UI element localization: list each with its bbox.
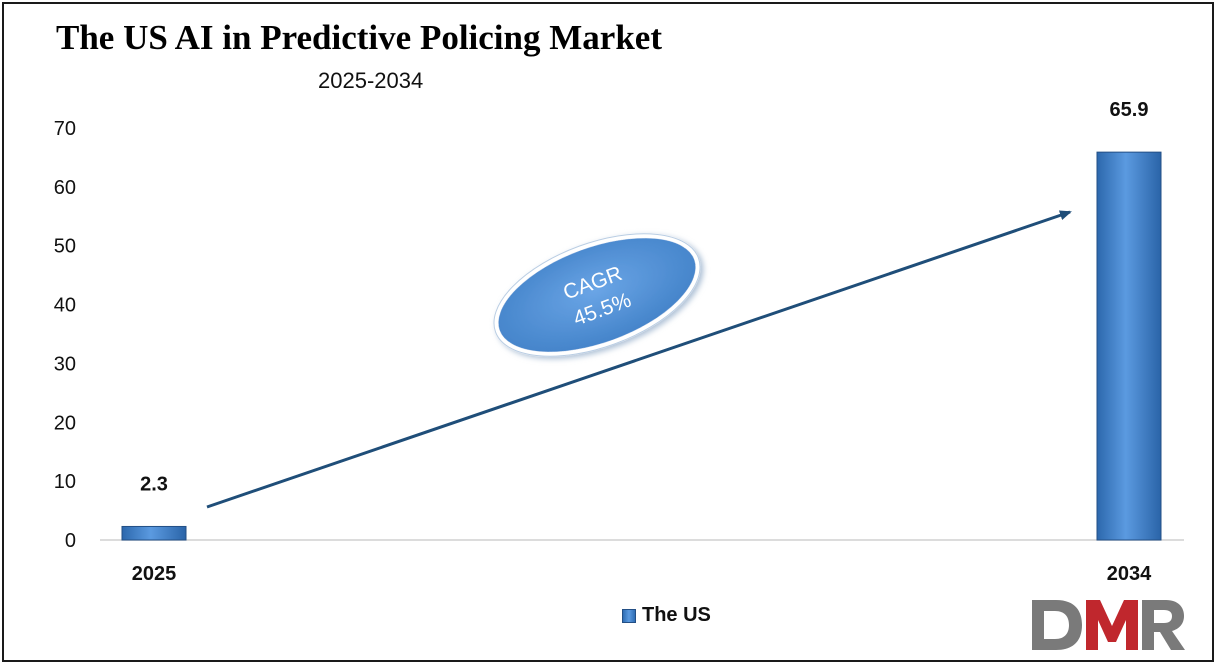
bar-2025 [121,525,187,541]
growth-arrow [206,210,1072,509]
legend: The US [622,604,711,627]
y-tick-label: 50 [54,236,76,258]
y-tick-label: 0 [65,530,76,552]
y-tick-label: 60 [54,177,76,199]
y-tick-label: 40 [54,295,76,317]
y-tick-label: 20 [54,412,76,434]
y-tick-label: 70 [54,118,76,140]
y-tick-label: 10 [54,471,76,493]
cagr-ellipse [493,233,701,357]
y-tick-label: 30 [54,353,76,375]
chart-title: The US AI in Predictive Policing Market [56,18,662,57]
dmr-logo [1032,600,1185,650]
x-tick-label-2034: 2034 [1107,563,1152,585]
x-tick-label-2025: 2025 [132,563,177,585]
data-label-2025: 2.3 [140,473,168,495]
legend-label-the-us: The US [642,604,711,626]
bar-2034 [1096,151,1162,541]
data-label-2034: 65.9 [1110,99,1149,121]
chart-subtitle: 2025-2034 [318,68,424,93]
legend-swatch-the-us [622,608,636,623]
